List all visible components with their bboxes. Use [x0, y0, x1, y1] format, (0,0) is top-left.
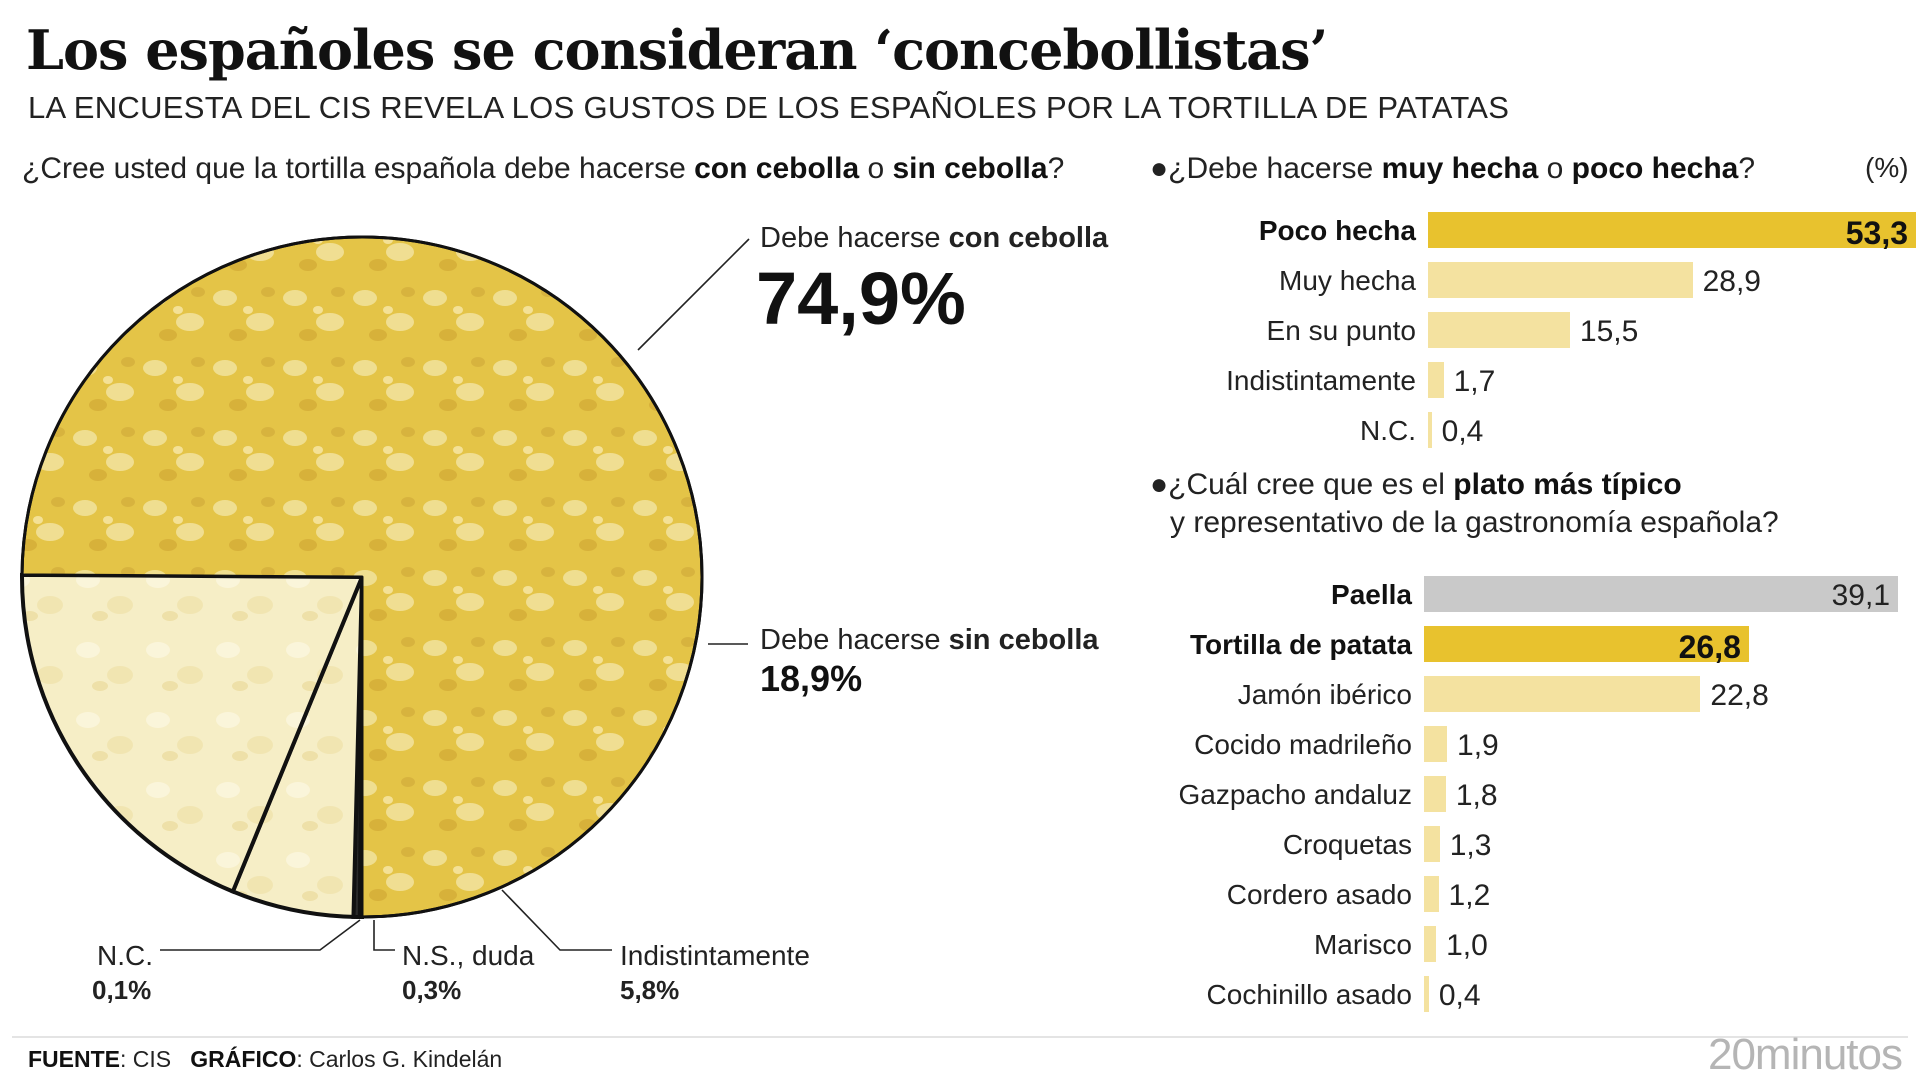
- pie-value-nc: 0,1%: [92, 975, 152, 1005]
- pie-label-indist: Indistintamente: [620, 940, 810, 971]
- page-subtitle: LA ENCUESTA DEL CIS REVELA LOS GUSTOS DE…: [28, 90, 1510, 125]
- footer-credits: FUENTE: CIS GRÁFICO: Carlos G. Kindelán: [28, 1046, 503, 1072]
- pie-label-nc: N.C.: [97, 940, 153, 971]
- pie-outline: [20, 235, 704, 919]
- bar-question-2: ●¿Cuál cree que es el plato más típico: [1150, 468, 1682, 501]
- pie-question: ¿Cree usted que la tortilla española deb…: [22, 152, 1065, 185]
- brand-logo: 20minutos: [1707, 1030, 1903, 1079]
- pie-value-con: 74,9%: [756, 257, 966, 340]
- pie-value-ns: 0,3%: [402, 975, 462, 1005]
- page-title: Los españoles se consideran ‘concebollis…: [26, 18, 1328, 82]
- footer-divider: [12, 1036, 1908, 1038]
- leader-line-nc: [160, 919, 361, 951]
- pie-value-indist: 5,8%: [620, 975, 680, 1005]
- unit-label: (%): [1865, 152, 1909, 183]
- pie-label-sin: Debe hacerse sin cebolla: [760, 624, 1099, 656]
- pie-value-sin: 18,9%: [760, 658, 863, 699]
- leader-line-indist: [501, 889, 612, 951]
- pie-label-con: Debe hacerse con cebolla: [760, 222, 1109, 254]
- pie-label-ns: N.S., duda: [402, 940, 535, 971]
- bar-question-2-line2: y representativo de la gastronomía españ…: [1170, 506, 1779, 539]
- bar-question-1: ●¿Debe hacerse muy hecha o poco hecha?: [1150, 152, 1756, 185]
- leader-line-ns: [373, 920, 395, 951]
- leader-line-con: [637, 238, 750, 351]
